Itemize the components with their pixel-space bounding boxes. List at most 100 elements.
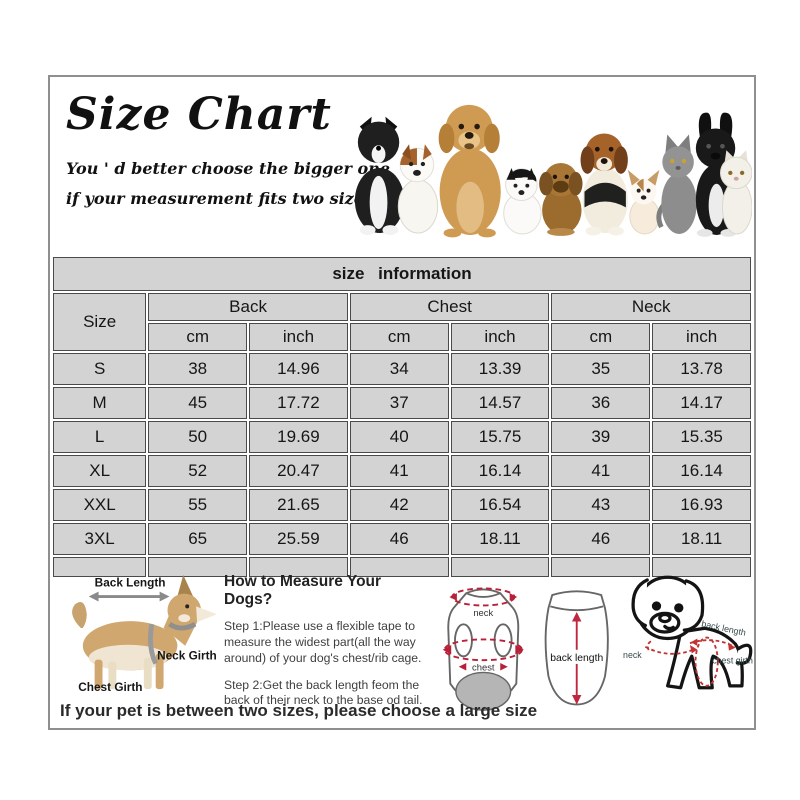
measurement-cell: 14.96 bbox=[249, 353, 348, 385]
table-unit-header-row: cm inch cm inch cm inch bbox=[53, 323, 751, 351]
measurement-cell: 45 bbox=[148, 387, 248, 419]
between-sizes-note: If your pet is between two sizes, please… bbox=[60, 701, 538, 720]
measurement-cell: 15.75 bbox=[450, 421, 550, 453]
size-label-cell: XL bbox=[53, 455, 147, 487]
size-row-XL: XL 52 20.47 41 16.14 41 16.14 bbox=[53, 455, 751, 487]
table-blank-row bbox=[53, 557, 751, 577]
table-group-header-row: Size Back Chest Neck bbox=[53, 293, 751, 351]
unit-header: cm bbox=[349, 323, 449, 351]
blank-cell bbox=[551, 557, 651, 577]
measurement-cell: 19.69 bbox=[249, 421, 348, 453]
measurement-cell: 46 bbox=[551, 523, 651, 555]
pets-banner-illustration bbox=[354, 104, 752, 238]
measurement-cell: 15.35 bbox=[652, 421, 751, 453]
chihuahua-illustration bbox=[627, 169, 660, 235]
measure-step-1: Step 1:Please use a flexible tape to mea… bbox=[224, 619, 422, 665]
size-label-cell: S bbox=[53, 353, 147, 385]
size-label-cell: 3XL bbox=[53, 523, 147, 555]
measurement-cell: 40 bbox=[349, 421, 449, 453]
puppy-chest-girth-label: chest girth bbox=[712, 656, 753, 666]
measure-step-2: Step 2:Get the back length feom the back… bbox=[224, 677, 423, 708]
measurement-cell: 13.78 bbox=[652, 353, 751, 385]
how-to-measure-block: How to Measure Your Dogs? Step 1:Please … bbox=[222, 567, 438, 707]
garment-neck-label: neck bbox=[473, 607, 493, 618]
bw-puppy-illustration bbox=[503, 167, 542, 235]
header-block: Size Chart You ' d better choose the big… bbox=[66, 89, 391, 213]
blank-cell bbox=[148, 557, 248, 577]
measurement-cell: 36 bbox=[551, 387, 651, 419]
measurement-cell: 41 bbox=[551, 455, 651, 487]
measurement-cell: 37 bbox=[349, 387, 449, 419]
size-chart-panel: Size Chart You ' d better choose the big… bbox=[48, 75, 756, 730]
measurement-cell: 50 bbox=[148, 421, 248, 453]
beagle-illustration bbox=[580, 133, 628, 236]
garment-back-diagram: back length bbox=[544, 590, 609, 706]
measurement-cell: 14.17 bbox=[652, 387, 751, 419]
measurement-cell: 43 bbox=[551, 489, 651, 521]
chest-girth-label: Chest Girth bbox=[78, 680, 142, 694]
measurement-cell: 34 bbox=[349, 353, 449, 385]
measurement-cell: 42 bbox=[349, 489, 449, 521]
unit-header: cm bbox=[148, 323, 248, 351]
measurement-cell: 16.93 bbox=[652, 489, 751, 521]
gray-cat-illustration bbox=[656, 134, 697, 234]
garment-diagrams: neck chest back length bbox=[438, 567, 614, 711]
blank-cell bbox=[652, 557, 751, 577]
measurement-cell: 14.57 bbox=[450, 387, 550, 419]
measurement-cell: 18.11 bbox=[652, 523, 751, 555]
golden-retriever-illustration bbox=[438, 104, 501, 238]
measurement-cell: 16.54 bbox=[450, 489, 550, 521]
puppy-neck-label: neck bbox=[623, 650, 642, 660]
size-column-header: Size bbox=[53, 293, 147, 351]
back-length-label: Back Length bbox=[95, 576, 166, 590]
garment-chest-label: chest bbox=[472, 662, 495, 673]
page-title: Size Chart bbox=[66, 89, 332, 140]
pekingese-illustration bbox=[539, 163, 583, 236]
size-row-3XL: 3XL 65 25.59 46 18.11 46 18.11 bbox=[53, 523, 751, 555]
persian-cat-illustration bbox=[719, 150, 752, 235]
unit-header: cm bbox=[551, 323, 651, 351]
measurement-cell: 16.14 bbox=[652, 455, 751, 487]
size-advice-line1: You ' d better choose the bigger one bbox=[66, 159, 391, 178]
dog-measure-diagram: Back Length Neck Girth Chest Girth bbox=[72, 574, 217, 694]
measurement-cell: 16.14 bbox=[450, 455, 550, 487]
blank-cell bbox=[450, 557, 550, 577]
measurement-cell: 52 bbox=[148, 455, 248, 487]
size-advice-line2: if your measurement fits two sizes . bbox=[66, 188, 385, 208]
blank-cell bbox=[53, 557, 147, 577]
garment-front-diagram: neck chest bbox=[442, 587, 524, 711]
neck-group-header: Neck bbox=[551, 293, 751, 321]
how-to-heading: How to Measure Your Dogs? bbox=[224, 573, 382, 608]
size-row-XXL: XXL 55 21.65 42 16.54 43 16.93 bbox=[53, 489, 751, 521]
blank-cell bbox=[249, 557, 348, 577]
measurement-cell: 20.47 bbox=[249, 455, 348, 487]
measurement-cell: 55 bbox=[148, 489, 248, 521]
size-row-M: M 45 17.72 37 14.57 36 14.17 bbox=[53, 387, 751, 419]
size-label-cell: M bbox=[53, 387, 147, 419]
table-caption: size information bbox=[53, 257, 751, 291]
blank-cell bbox=[349, 557, 449, 577]
puppy-measure-diagram: neck back length chest girth bbox=[623, 575, 753, 690]
size-advice-text: You ' d better choose the bigger one if … bbox=[66, 154, 391, 213]
measurement-cell: 39 bbox=[551, 421, 651, 453]
neck-girth-label: Neck Girth bbox=[157, 649, 217, 663]
unit-header: inch bbox=[450, 323, 550, 351]
chest-group-header: Chest bbox=[349, 293, 550, 321]
measurement-cell: 25.59 bbox=[249, 523, 348, 555]
measurement-cell: 41 bbox=[349, 455, 449, 487]
unit-header: inch bbox=[652, 323, 751, 351]
measurement-cell: 35 bbox=[551, 353, 651, 385]
measurement-cell: 18.11 bbox=[450, 523, 550, 555]
measurement-cell: 46 bbox=[349, 523, 449, 555]
size-row-L: L 50 19.69 40 15.75 39 15.35 bbox=[53, 421, 751, 453]
size-table-body: S 38 14.96 34 13.39 35 13.78 M 45 17.72 37 14.57 36 1… bbox=[53, 353, 751, 555]
measurement-cell: 13.39 bbox=[450, 353, 550, 385]
measuring-guide-section: Back Length Neck Girth Chest Girth How t… bbox=[50, 567, 754, 711]
size-label-cell: XXL bbox=[53, 489, 147, 521]
puppy-diagram-wrap: neck back length chest girth bbox=[614, 567, 764, 697]
border-collie-illustration bbox=[354, 116, 405, 235]
size-label-cell: L bbox=[53, 421, 147, 453]
unit-header: inch bbox=[249, 323, 348, 351]
size-row-S: S 38 14.96 34 13.39 35 13.78 bbox=[53, 353, 751, 385]
measurement-cell: 38 bbox=[148, 353, 248, 385]
